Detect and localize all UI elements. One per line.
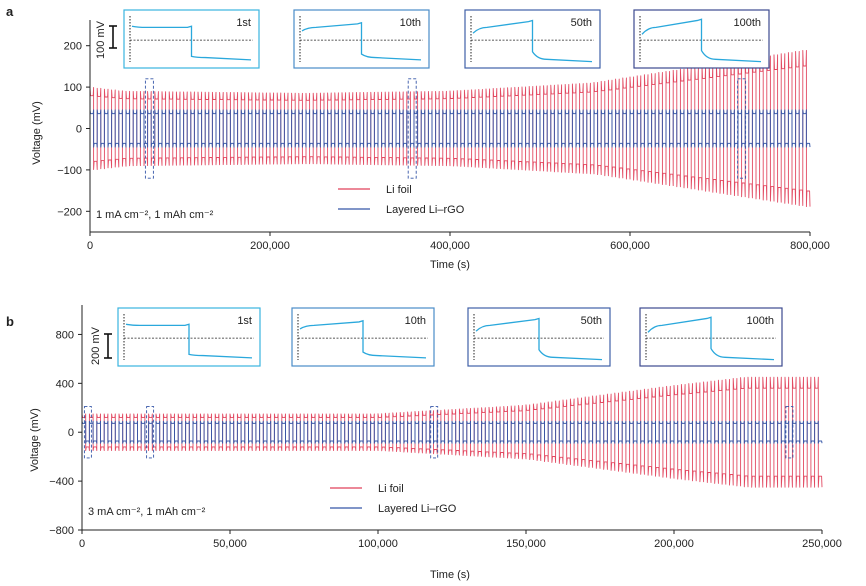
panel-a-condition: 1 mA cm⁻², 1 mAh cm⁻² bbox=[96, 209, 214, 221]
panel-b-highlights bbox=[83, 406, 794, 459]
panel-b-ylabel: Voltage (mV) bbox=[29, 408, 41, 472]
series-layered-li-rgo-line bbox=[89, 109, 811, 148]
x-tick-label: 800,000 bbox=[790, 240, 830, 252]
y-tick-label: −100 bbox=[57, 165, 82, 177]
x-tick-label: 0 bbox=[87, 240, 93, 252]
y-tick-label: 800 bbox=[56, 329, 74, 341]
x-tick-label: 600,000 bbox=[610, 240, 650, 252]
panel-a-legend: Li foil Layered Li–rGO bbox=[338, 184, 465, 216]
panel-a-ylabel: Voltage (mV) bbox=[31, 101, 43, 165]
panel-a-axes: −200 −100 0 100 200 0 200,000 400,000 600,000 800… bbox=[57, 20, 830, 252]
inset-cycle-label: 100th bbox=[733, 17, 761, 29]
panel-a-highlights bbox=[144, 78, 747, 179]
inset-voltage-line bbox=[647, 316, 775, 361]
inset-cycle-label: 10th bbox=[400, 17, 421, 29]
panel-a-scale-text: 100 mV bbox=[95, 20, 107, 59]
inset-1st: 1st bbox=[117, 307, 261, 367]
y-tick-label: −400 bbox=[49, 476, 74, 488]
panel-a-series bbox=[89, 49, 811, 208]
x-tick-label: 250,000 bbox=[802, 538, 842, 550]
highlight-box-3 bbox=[737, 78, 747, 179]
x-tick-label: 200,000 bbox=[654, 538, 694, 550]
inset-voltage-line bbox=[301, 21, 422, 61]
panel-a-scale-bar: 100 mV bbox=[95, 20, 117, 59]
inset-cycle-label: 100th bbox=[746, 315, 774, 327]
panel-b-condition: 3 mA cm⁻², 1 mAh cm⁻² bbox=[88, 506, 206, 518]
inset-100th: 100th bbox=[639, 307, 783, 367]
y-tick-label: −800 bbox=[49, 525, 74, 537]
legend-label-li-rgo: Layered Li–rGO bbox=[386, 204, 465, 216]
inset-cycle-label: 50th bbox=[571, 17, 592, 29]
legend-label-li-rgo-b: Layered Li–rGO bbox=[378, 503, 457, 515]
panel-a: a −200 −100 0 100 200 0 200,000 400,000 600,000 8… bbox=[6, 4, 830, 271]
panel-b-scale-text: 200 mV bbox=[90, 326, 102, 365]
y-tick-label: 0 bbox=[68, 427, 74, 439]
inset-voltage-line bbox=[641, 18, 762, 63]
inset-50th: 50th bbox=[467, 307, 611, 367]
x-tick-label: 150,000 bbox=[506, 538, 546, 550]
x-tick-label: 0 bbox=[79, 538, 85, 550]
legend-label-li-foil-b: Li foil bbox=[378, 483, 404, 495]
panel-a-label: a bbox=[6, 4, 14, 19]
highlight-box-3 bbox=[430, 406, 439, 459]
highlight-box-4 bbox=[785, 406, 794, 459]
inset-cycle-label: 10th bbox=[405, 315, 426, 327]
highlight-box-1 bbox=[144, 78, 154, 179]
y-tick-label: 100 bbox=[64, 82, 82, 94]
inset-10th: 10th bbox=[293, 9, 430, 69]
panel-b-series bbox=[81, 376, 823, 488]
inset-10th: 10th bbox=[291, 307, 435, 367]
y-tick-label: −200 bbox=[57, 206, 82, 218]
panel-b-label: b bbox=[6, 314, 14, 329]
panel-b-scale-bar: 200 mV bbox=[90, 326, 112, 365]
inset-1st: 1st bbox=[123, 9, 260, 69]
inset-50th: 50th bbox=[464, 9, 601, 69]
inset-cycle-label: 1st bbox=[237, 315, 252, 327]
inset-voltage-line bbox=[125, 323, 253, 359]
inset-voltage-line bbox=[475, 317, 603, 361]
x-tick-label: 200,000 bbox=[250, 240, 290, 252]
inset-voltage-line bbox=[472, 19, 593, 63]
panel-a-insets: 1st 10th 50th 100th bbox=[123, 9, 770, 69]
highlight-box-2 bbox=[407, 78, 417, 179]
highlight-box-2 bbox=[146, 406, 155, 459]
inset-100th: 100th bbox=[633, 9, 770, 69]
inset-voltage-line bbox=[131, 25, 252, 61]
x-tick-label: 100,000 bbox=[358, 538, 398, 550]
legend-label-li-foil: Li foil bbox=[386, 184, 412, 196]
inset-cycle-label: 1st bbox=[236, 17, 251, 29]
panel-a-xlabel: Time (s) bbox=[430, 259, 470, 271]
panel-b-axes: −800 −400 0 400 800 0 50,000 100,000 150,000 200,… bbox=[49, 305, 842, 550]
y-tick-label: 200 bbox=[64, 41, 82, 53]
inset-cycle-label: 50th bbox=[581, 315, 602, 327]
x-tick-label: 400,000 bbox=[430, 240, 470, 252]
y-tick-label: 0 bbox=[76, 124, 82, 136]
y-tick-label: 400 bbox=[56, 378, 74, 390]
panel-b-insets: 1st 10th 50th 100th bbox=[117, 307, 783, 367]
series-layered-li-rgo-line bbox=[81, 420, 823, 444]
panel-b-xlabel: Time (s) bbox=[430, 569, 470, 581]
inset-voltage-line bbox=[299, 319, 427, 359]
panel-b: b −800 −400 0 400 800 0 50,000 100,000 150,000 20… bbox=[6, 305, 842, 581]
x-tick-label: 50,000 bbox=[213, 538, 247, 550]
panel-b-legend: Li foil Layered Li–rGO bbox=[330, 483, 457, 515]
highlight-box-1 bbox=[83, 406, 92, 459]
